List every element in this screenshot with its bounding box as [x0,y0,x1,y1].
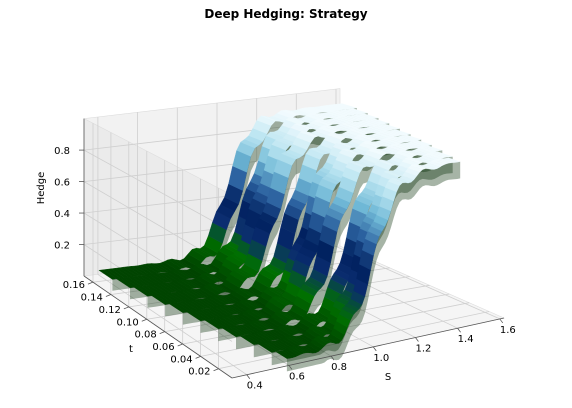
x-axis-label: S [385,372,391,383]
y-tick-label: 0.02 [188,367,210,378]
surface-strip [151,118,390,317]
z-tick-label: 0.6 [54,178,70,189]
surface-skirt [286,161,461,372]
x-tick [288,365,293,370]
surface-strip [98,103,357,291]
x-tick [457,327,461,333]
chart-title: Deep Hedging: Strategy [204,7,367,21]
x-tick-label: 1.4 [458,334,474,345]
x-axis-line [231,317,505,379]
surface-patch [444,157,461,163]
surface-patch [337,103,357,109]
surface-patch [392,129,411,136]
z-tick-label: 0.4 [54,209,70,220]
y-tick [87,281,94,285]
surface-skirt [253,150,443,358]
x-tick-label: 1.6 [500,325,516,336]
y-tick [141,318,147,322]
z-axis-label: Hedge [36,172,47,205]
y-tick-label: 0.04 [170,354,192,365]
y-tick [213,368,219,372]
axes: 0.4 0.6 0.8 1.0 1.2 1.4 1.6 0.02 0.040.060.08 0.1… [54,118,516,392]
surface-skirt [182,128,400,325]
surface-patch [424,145,443,152]
z-tick-label: 0.8 [54,146,70,157]
surface-strip [221,139,433,350]
surface-patch [435,151,453,158]
surface-strip [275,157,461,372]
y-tick [105,294,112,297]
y-axis-label: t [129,344,133,355]
surface-patch [402,134,422,141]
y-tick [123,306,129,310]
surface-patch [413,139,433,146]
surface-patch [370,118,390,125]
surface-skirt [271,156,453,366]
surface-patch [381,123,400,130]
y-tick [177,343,183,347]
surface-strip [168,123,400,325]
surface-skirt [200,134,411,333]
x-tick-label: 1.0 [373,353,389,364]
surface-skirt [165,123,390,317]
x-tick [246,374,251,379]
y-tick-label: 0.08 [134,330,156,341]
x-tick [372,346,377,352]
y-tick-label: 0.16 [63,280,85,291]
y-tick-label: 0.14 [81,293,103,304]
z-tick-label: 0.2 [54,241,70,252]
y-tick [195,355,201,359]
x-tick [330,355,335,361]
hedge-surface [98,103,461,372]
x-tick-label: 1.2 [415,344,431,355]
x-tick-label: 0.6 [289,371,305,382]
surface-patch [348,108,368,114]
y-tick-label: 0.06 [152,342,174,353]
x-tick-label: 0.8 [331,362,347,373]
x-tick [415,337,419,342]
x-tick-label: 0.4 [247,381,263,392]
surface-skirt [236,144,432,350]
surface-patch [359,113,379,120]
x-tick [499,318,504,324]
y-tick-label: 0.10 [117,317,139,328]
y-axis-line [83,275,233,379]
y-tick [159,331,165,335]
surface-strip [204,134,422,342]
y-tick-label: 0.12 [99,305,121,316]
